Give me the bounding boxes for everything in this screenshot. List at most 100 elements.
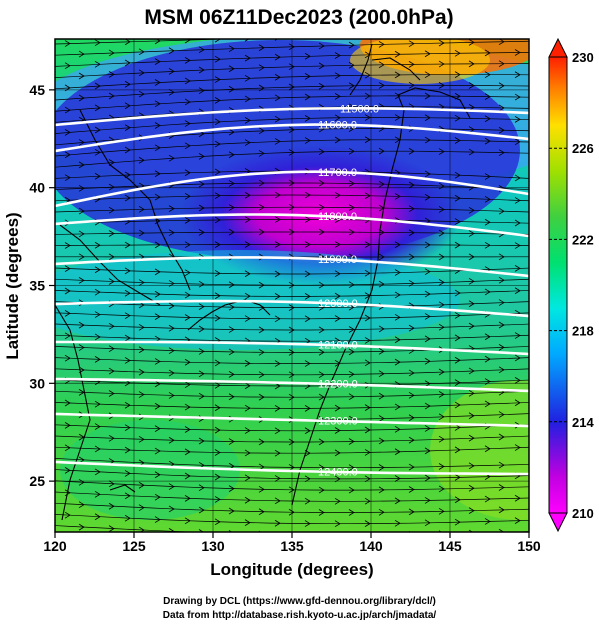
wind-arrow	[378, 464, 385, 471]
wind-arrow	[318, 464, 325, 472]
wind-arrow	[438, 507, 445, 515]
wind-arrow	[228, 180, 235, 187]
wind-arrow	[94, 266, 101, 274]
wind-arrow	[364, 92, 371, 100]
wind-arrow	[198, 484, 205, 492]
wind-arrow	[64, 444, 71, 452]
credit-drawing: Drawing by DCL (https://www.gfd-dennou.o…	[163, 596, 436, 607]
wind-arrow	[348, 348, 355, 356]
wind-arrow	[274, 382, 281, 390]
wind-arrow	[514, 197, 521, 204]
wind-arrow	[498, 484, 505, 491]
wind-arrow	[138, 279, 145, 286]
wind-arrow	[484, 93, 491, 100]
wind-arrow	[168, 205, 175, 212]
wind-arrow	[94, 82, 101, 90]
wind-arrow	[335, 33, 340, 39]
wind-arrow	[198, 392, 205, 400]
y-tick-label: 30	[29, 375, 45, 391]
wind-arrow	[154, 290, 161, 298]
wind-arrow	[78, 321, 85, 329]
wind-arrow	[244, 382, 251, 390]
wind-arrow	[378, 253, 385, 261]
wind-arrow	[184, 426, 191, 433]
wind-arrow	[258, 326, 265, 334]
wind-arrow	[378, 41, 385, 48]
wind-arrow	[498, 321, 505, 329]
wind-arrow	[304, 405, 311, 412]
wind-arrow	[94, 172, 101, 180]
contour-label: 11900.0	[318, 254, 357, 266]
wind-arrow	[78, 139, 85, 146]
wind-arrow	[364, 136, 371, 144]
wind-arrow	[378, 82, 385, 89]
wind-arrow	[124, 492, 131, 500]
wind-arrow	[484, 445, 491, 453]
wind-arrow	[184, 77, 191, 85]
wind-arrow	[468, 39, 475, 46]
wind-arrow	[258, 228, 265, 236]
wind-arrow	[168, 302, 175, 310]
wind-arrow	[318, 42, 325, 50]
wind-arrow	[258, 44, 265, 52]
wind-arrow	[318, 438, 325, 446]
wind-arrow	[228, 45, 235, 53]
wind-arrow	[138, 346, 145, 354]
wind-arrow	[484, 71, 491, 79]
wind-arrow	[408, 61, 415, 68]
wind-arrow	[138, 323, 145, 331]
wind-arrow	[438, 463, 445, 470]
wind-arrow	[184, 495, 191, 502]
wind-arrow	[304, 270, 311, 278]
wind-arrow	[288, 281, 295, 289]
streamline	[55, 301, 529, 308]
wind-arrow	[124, 357, 131, 364]
wind-arrow	[438, 301, 445, 309]
wind-arrow	[408, 81, 415, 89]
wind-arrow	[348, 438, 355, 445]
wind-arrow	[198, 46, 205, 54]
streamline	[55, 40, 529, 56]
wind-arrow	[124, 59, 131, 67]
wind-arrow	[394, 114, 401, 121]
wind-arrow	[274, 270, 281, 278]
wind-arrow	[408, 205, 415, 213]
wind-arrow	[378, 204, 385, 212]
wind-arrow	[288, 326, 295, 334]
wind-arrow	[108, 345, 115, 353]
wind-arrow	[408, 436, 415, 444]
wind-arrow	[198, 66, 205, 74]
wind-arrow	[378, 180, 385, 188]
contour-line	[55, 377, 529, 393]
wind-arrow	[408, 486, 415, 493]
wind-arrow	[318, 371, 325, 379]
wind-arrow	[514, 494, 521, 502]
wind-arrow	[138, 391, 145, 398]
wind-arrow	[394, 358, 401, 366]
wind-arrow	[334, 93, 341, 100]
wind-arrow	[438, 39, 445, 47]
wind-arrow	[138, 435, 145, 443]
contour-label: 12100.0	[318, 340, 358, 352]
wind-arrow	[244, 292, 251, 300]
colorbar-tick-label: 230	[572, 50, 594, 65]
wind-arrow	[198, 303, 205, 310]
wind-arrow	[214, 496, 221, 503]
wind-arrow	[138, 90, 145, 98]
wind-arrow	[154, 313, 161, 320]
wind-arrow	[78, 50, 85, 58]
wind-arrow	[394, 497, 401, 505]
wind-arrow	[94, 333, 101, 341]
wind-arrow	[198, 370, 205, 378]
wind-arrow	[198, 153, 205, 160]
wind-arrow	[214, 518, 221, 526]
contour-line	[55, 256, 529, 278]
wind-arrow	[154, 447, 161, 455]
wind-arrow	[498, 344, 505, 351]
wind-arrow	[515, 27, 520, 33]
wind-arrow	[184, 358, 191, 366]
wind-arrow	[408, 280, 415, 287]
wind-arrow	[454, 171, 461, 179]
wind-arrow	[468, 277, 475, 285]
wind-arrow	[318, 82, 325, 90]
